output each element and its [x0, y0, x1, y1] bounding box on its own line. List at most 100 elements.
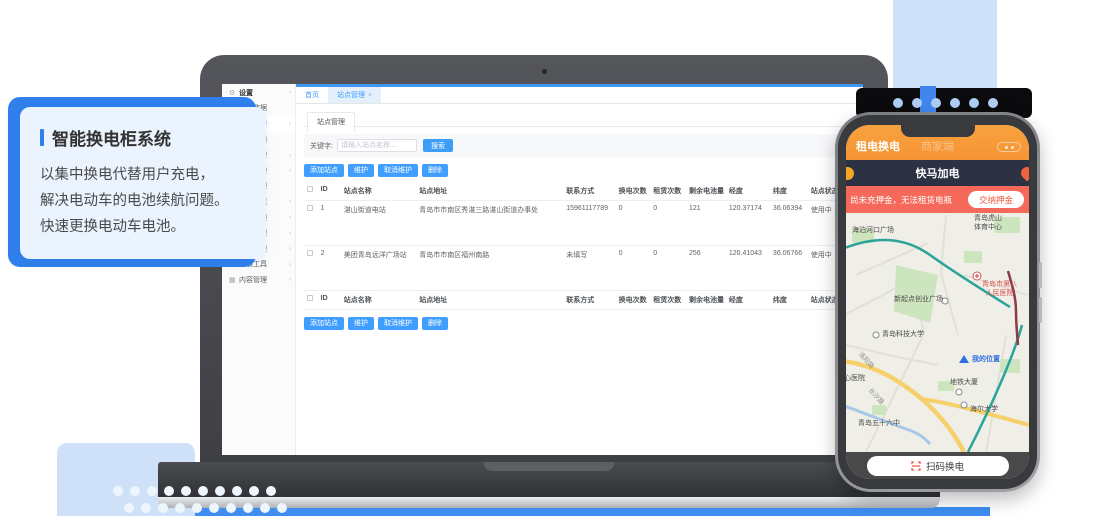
cell-contact: 15961117789: [563, 200, 616, 246]
phone-titlebar: 商家端 租电换电: [846, 125, 1029, 160]
chevron-right-icon: ›: [288, 152, 291, 159]
map-label: 海尔大学: [970, 406, 998, 413]
sidebar-item-settings[interactable]: ⚙ 设置 ›: [222, 85, 295, 101]
sidebar-item-content-management[interactable]: ▦ 内容管理 ›: [222, 272, 295, 288]
tab-home[interactable]: 首页: [296, 87, 328, 103]
scan-icon: [911, 460, 921, 471]
decor-dots-bottom-row1: [113, 486, 276, 496]
col-header-contact: 联系方式: [563, 182, 616, 201]
decor-rect-top-right: [893, 0, 997, 92]
map-label: 心医院: [846, 375, 865, 382]
close-icon[interactable]: ×: [368, 91, 373, 99]
maintain-button[interactable]: 维护: [348, 317, 374, 330]
sites-table: ID 站点名称 站点地址 联系方式 换电次数 租赁次数 剩余电池量 经度 纬度 …: [304, 182, 855, 310]
decor-dot: [181, 486, 191, 496]
cell-battery: 256: [685, 245, 726, 291]
chevron-right-icon: ›: [288, 121, 291, 127]
laptop-base-notch: [484, 462, 614, 471]
hero-title-row: 智能换电柜系统: [40, 125, 248, 150]
decor-dot: [158, 503, 168, 513]
laptop-base-lip: [158, 497, 940, 508]
cell-lat: 36.06766: [769, 245, 808, 291]
decor-dot: [277, 503, 287, 513]
row-checkbox[interactable]: [307, 250, 313, 256]
keyword-label: 关键字:: [310, 142, 333, 150]
map-graphics: [846, 214, 1029, 452]
service-icon[interactable]: [846, 167, 854, 180]
sidebar-item-label: 设置: [239, 89, 253, 97]
location-pin-icon[interactable]: [1018, 164, 1029, 182]
phone-notch: [900, 125, 975, 137]
col-header-lng: 经度: [725, 290, 770, 310]
decor-dot: [950, 98, 960, 108]
decor-dot: [209, 503, 219, 513]
chevron-right-icon: ›: [288, 214, 291, 221]
decor-dot: [912, 98, 922, 108]
phone-navbar: 快马加电: [846, 160, 1029, 186]
phone-bottom-bar: 扫码换电: [846, 452, 1029, 479]
decor-dot: [130, 486, 140, 496]
site-name-search-input[interactable]: [336, 139, 417, 152]
cell-addr: 青岛市市南区福州南路: [416, 245, 564, 291]
cell-id: 1: [317, 200, 341, 246]
hero-line: 以集中换电代替用户充电，: [40, 167, 214, 183]
scan-to-swap-button[interactable]: 扫码换电: [866, 455, 1009, 476]
decor-dot: [931, 98, 941, 108]
decor-dot: [969, 98, 979, 108]
panel-tab-site-management[interactable]: 站点管理: [307, 112, 355, 132]
col-header-lat: 纬度: [769, 182, 808, 201]
chevron-right-icon: ›: [288, 167, 291, 174]
cell-battery: 121: [685, 200, 726, 246]
maintain-button[interactable]: 维护: [348, 164, 374, 177]
cell-rent: 0: [650, 200, 686, 246]
map-label: 新起点创业广场: [894, 296, 943, 303]
col-header-name: 站点名称: [340, 290, 417, 310]
decor-dot: [893, 98, 903, 108]
search-button[interactable]: 搜索: [422, 139, 453, 152]
map-view[interactable]: 海泊河口广场 青岛虎山 体育中心 新起点创业广场 青岛市第八 人民医院 青岛科技…: [846, 213, 1029, 452]
col-header-name: 站点名称: [340, 182, 417, 201]
phone-volume-button: [1039, 297, 1042, 323]
admin-tab-bar: 首页 站点管理 ×: [296, 84, 863, 104]
cell-id: 2: [317, 245, 341, 291]
select-all-checkbox[interactable]: [307, 295, 313, 301]
delete-button[interactable]: 删除: [422, 164, 448, 177]
tab-home-label: 首页: [305, 92, 319, 99]
cell-rent: 0: [650, 245, 686, 291]
table-footer-header-row: ID 站点名称 站点地址 联系方式 换电次数 租赁次数 剩余电池量 经度 纬度 …: [304, 290, 855, 310]
decor-dot: [192, 503, 202, 513]
admin-main-area: 首页 站点管理 × 站点管理 关键字: 搜索 添加站点 维护: [296, 84, 863, 455]
add-site-button[interactable]: 添加站点: [304, 317, 344, 330]
cell-swap: 0: [615, 245, 651, 291]
phone-power-button: [1039, 262, 1042, 288]
table-toolbar-top: 添加站点 维护 取消维护 删除: [304, 164, 855, 177]
add-site-button[interactable]: 添加站点: [304, 164, 344, 177]
titlebar-app-label: 租电换电: [856, 141, 900, 153]
row-checkbox[interactable]: [307, 205, 313, 211]
cell-name: 湛山街道电站: [340, 200, 417, 246]
cancel-maintain-button[interactable]: 取消维护: [378, 164, 418, 177]
phone-screen: 商家端 租电换电 快马加电 尚未充押金，无法租赁电瓶 交纳押金: [846, 125, 1029, 479]
miniprogram-capsule[interactable]: [997, 142, 1021, 152]
banner-text: 尚未充押金，无法租赁电瓶: [850, 194, 953, 205]
chevron-right-icon: ›: [288, 261, 291, 268]
cancel-maintain-button[interactable]: 取消维护: [378, 317, 418, 330]
col-header-lng: 经度: [725, 182, 770, 201]
chevron-right-icon: ›: [288, 198, 291, 205]
map-label: 海泊河口广场: [852, 227, 894, 234]
admin-app-window: ⚙ 设置 › ▤ 换电数据 ▢ 站点管理 › ✉ 短信通知 ◔ 用户管理 ›: [222, 84, 863, 455]
col-header-lat: 纬度: [769, 290, 808, 310]
pay-deposit-button[interactable]: 交纳押金: [968, 191, 1024, 208]
select-all-checkbox[interactable]: [307, 186, 313, 192]
decor-dots-bottom-row2: [124, 503, 287, 513]
decor-dot: [147, 486, 157, 496]
delete-button[interactable]: 删除: [422, 317, 448, 330]
chevron-right-icon: ›: [288, 245, 291, 252]
map-label: 青岛市第八 人民医院: [982, 281, 1017, 297]
col-header-contact: 联系方式: [563, 290, 616, 310]
map-label: 青岛虎山 体育中心: [974, 215, 1002, 231]
gear-icon: ⚙: [229, 89, 236, 97]
scan-button-label: 扫码换电: [925, 461, 964, 473]
tab-site-management[interactable]: 站点管理 ×: [328, 87, 382, 103]
